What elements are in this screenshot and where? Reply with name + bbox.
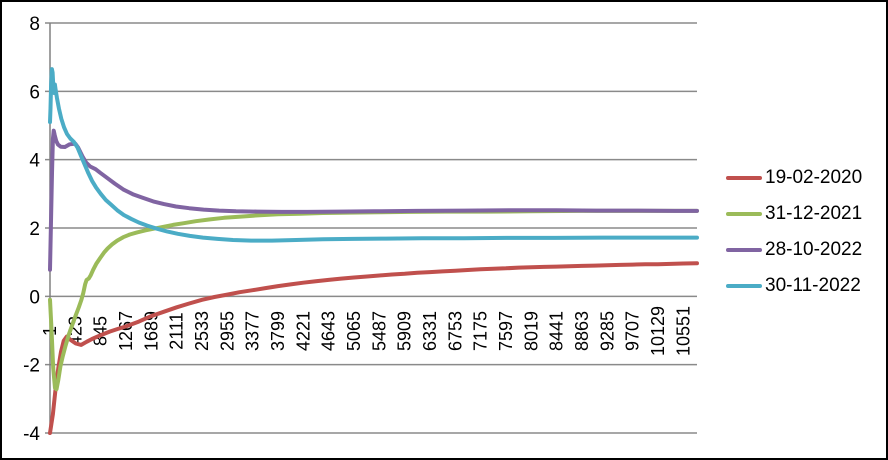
- x-tick-label: 8019: [521, 311, 541, 351]
- legend-item: 19-02-2020: [726, 160, 862, 196]
- legend-swatch: [726, 212, 762, 216]
- x-tick-label: 4643: [319, 311, 339, 351]
- legend-item: 28-10-2022: [726, 232, 862, 268]
- series-line-19-02-2020: [48, 261, 699, 435]
- x-tick-label: 6331: [420, 311, 440, 351]
- legend-label: 30-11-2022: [765, 275, 861, 296]
- legend-label: 28-10-2022: [765, 239, 863, 260]
- y-tick-label: 8: [29, 14, 40, 35]
- y-tick-label: -2: [23, 356, 40, 377]
- legend-swatch: [726, 284, 762, 288]
- x-tick-label: 4221: [293, 311, 313, 351]
- legend-label: 31-12-2021: [765, 203, 863, 224]
- legend-item: 31-12-2021: [726, 196, 862, 232]
- y-tick-label: 0: [29, 287, 40, 308]
- x-tick-label: 2955: [217, 311, 237, 351]
- legend-item: 30-11-2022: [726, 268, 862, 304]
- y-tick-label: 4: [29, 151, 40, 172]
- x-tick-label: 2111: [167, 312, 187, 349]
- x-tick-label: 7597: [496, 311, 516, 351]
- x-tick-label: 5487: [369, 311, 389, 351]
- x-tick-label: 3377: [243, 311, 263, 351]
- x-tick-label: 9285: [597, 311, 617, 351]
- x-tick-label: 5909: [395, 311, 415, 351]
- legend-label: 19-02-2020: [765, 167, 863, 188]
- y-tick-label: -4: [23, 424, 40, 445]
- x-tick-label: 1689: [141, 311, 161, 351]
- x-tick-label: 5065: [344, 311, 364, 351]
- x-tick-label: 10129: [648, 306, 668, 356]
- y-tick-label: 2: [29, 219, 40, 240]
- x-tick-label: 7175: [471, 311, 491, 351]
- series-line-30-11-2022: [48, 67, 699, 243]
- x-tick-label: 1267: [116, 311, 136, 351]
- legend-swatch: [726, 176, 762, 180]
- x-tick-label: 10551: [673, 306, 693, 356]
- x-tick-label: 2533: [192, 311, 212, 351]
- series-line-28-10-2022: [48, 128, 699, 272]
- x-tick-label: 6753: [445, 311, 465, 351]
- y-tick-label: 6: [29, 82, 40, 103]
- x-tick-label: 3799: [268, 311, 288, 351]
- legend-swatch: [726, 248, 762, 252]
- x-tick-label: 8863: [572, 311, 592, 351]
- x-tick-label: 8441: [547, 311, 567, 351]
- chart-legend: 19-02-2020 31-12-2021 28-10-2022 30-11-2…: [726, 160, 862, 304]
- x-tick-label: 9707: [623, 311, 643, 351]
